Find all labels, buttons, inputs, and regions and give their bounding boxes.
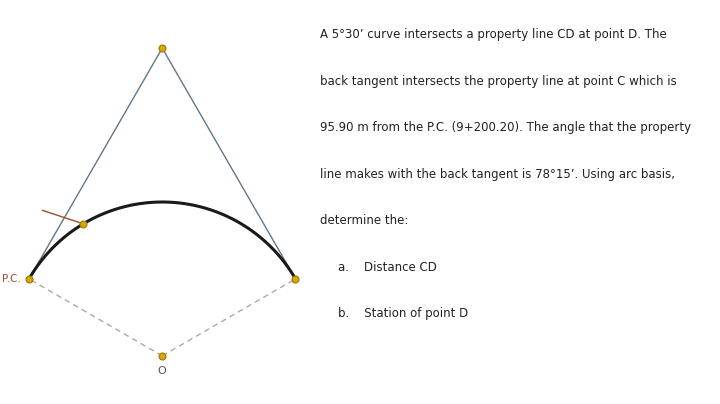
Text: a.    Distance CD: a. Distance CD [338,261,437,274]
Text: P.C.: P.C. [2,274,21,284]
Text: determine the:: determine the: [320,214,409,227]
Text: 95.90 m from the P.C. (9+200.20). The angle that the property: 95.90 m from the P.C. (9+200.20). The an… [320,121,691,134]
Text: A 5°30’ curve intersects a property line CD at point D. The: A 5°30’ curve intersects a property line… [320,28,667,41]
Text: O: O [158,366,166,376]
Text: back tangent intersects the property line at point C which is: back tangent intersects the property lin… [320,75,677,88]
Text: line makes with the back tangent is 78°15’. Using arc basis,: line makes with the back tangent is 78°1… [320,168,675,181]
Text: b.    Station of point D: b. Station of point D [338,307,469,320]
